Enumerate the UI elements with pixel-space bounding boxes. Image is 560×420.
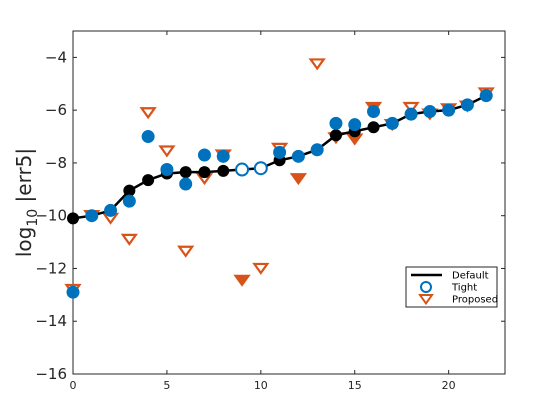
proposed-point [289,173,308,186]
default-point [329,129,342,142]
tight-point [442,103,456,117]
tight-point [329,116,343,130]
x-tick-label: 0 [70,379,77,392]
tight-point [197,148,211,162]
default-point [179,166,192,179]
x-tick-label: 5 [163,379,170,392]
tight-point [479,89,493,103]
legend-label: Default [452,271,489,282]
tight-point [423,104,437,118]
legend-tight-swatch [420,281,432,293]
tight-point [179,177,193,191]
series-layer [64,58,495,299]
tight-point [273,145,287,159]
y-tick-label: −8 [45,154,67,172]
proposed-point [233,274,251,287]
tight-point [367,104,381,118]
default-point [198,166,211,179]
y-axis-label: log10 |err5| [12,148,41,257]
proposed-point [158,145,176,158]
y-tick-label: −10 [35,207,67,225]
tight-point [253,161,268,176]
legend-proposed-swatch [418,294,434,306]
x-tick-label: 10 [254,379,268,392]
plot-area [72,30,506,375]
tight-point [310,143,324,157]
legend-label: Tight [451,283,477,294]
tight-point [104,203,118,217]
tight-point [141,130,155,144]
tight-point [216,149,230,163]
legend-label: Proposed [452,295,498,306]
y-tick-label: −6 [45,101,67,119]
x-tick-label: 15 [348,379,362,392]
default-point [67,212,79,225]
tight-point [460,98,474,112]
proposed-point [120,233,138,246]
proposed-point [139,107,157,120]
tight-point [122,194,136,208]
tight-point [235,162,250,177]
tight-point [66,285,80,299]
x-tick-label: 20 [442,379,456,392]
tight-point [404,107,418,121]
proposed-point [252,262,270,275]
y-tick-label: −16 [35,365,67,383]
proposed-point [177,245,195,258]
y-tick-label: −12 [35,259,67,277]
tight-point [160,163,174,177]
y-tick-label: −4 [45,48,67,66]
proposed-point [402,101,420,114]
tight-point [85,209,99,223]
tight-point [385,116,399,130]
default-point [123,184,136,197]
proposed-point [308,58,326,71]
axis-ticks: 0 5 10 15 20 −16 −14 −12 −10 −8 −6 −4 [35,31,505,392]
default-point [367,121,380,134]
y-tick-label: −14 [35,312,67,330]
default-point [142,174,155,187]
default-point [217,164,230,177]
tight-point [291,149,305,163]
tight-point [348,118,362,132]
